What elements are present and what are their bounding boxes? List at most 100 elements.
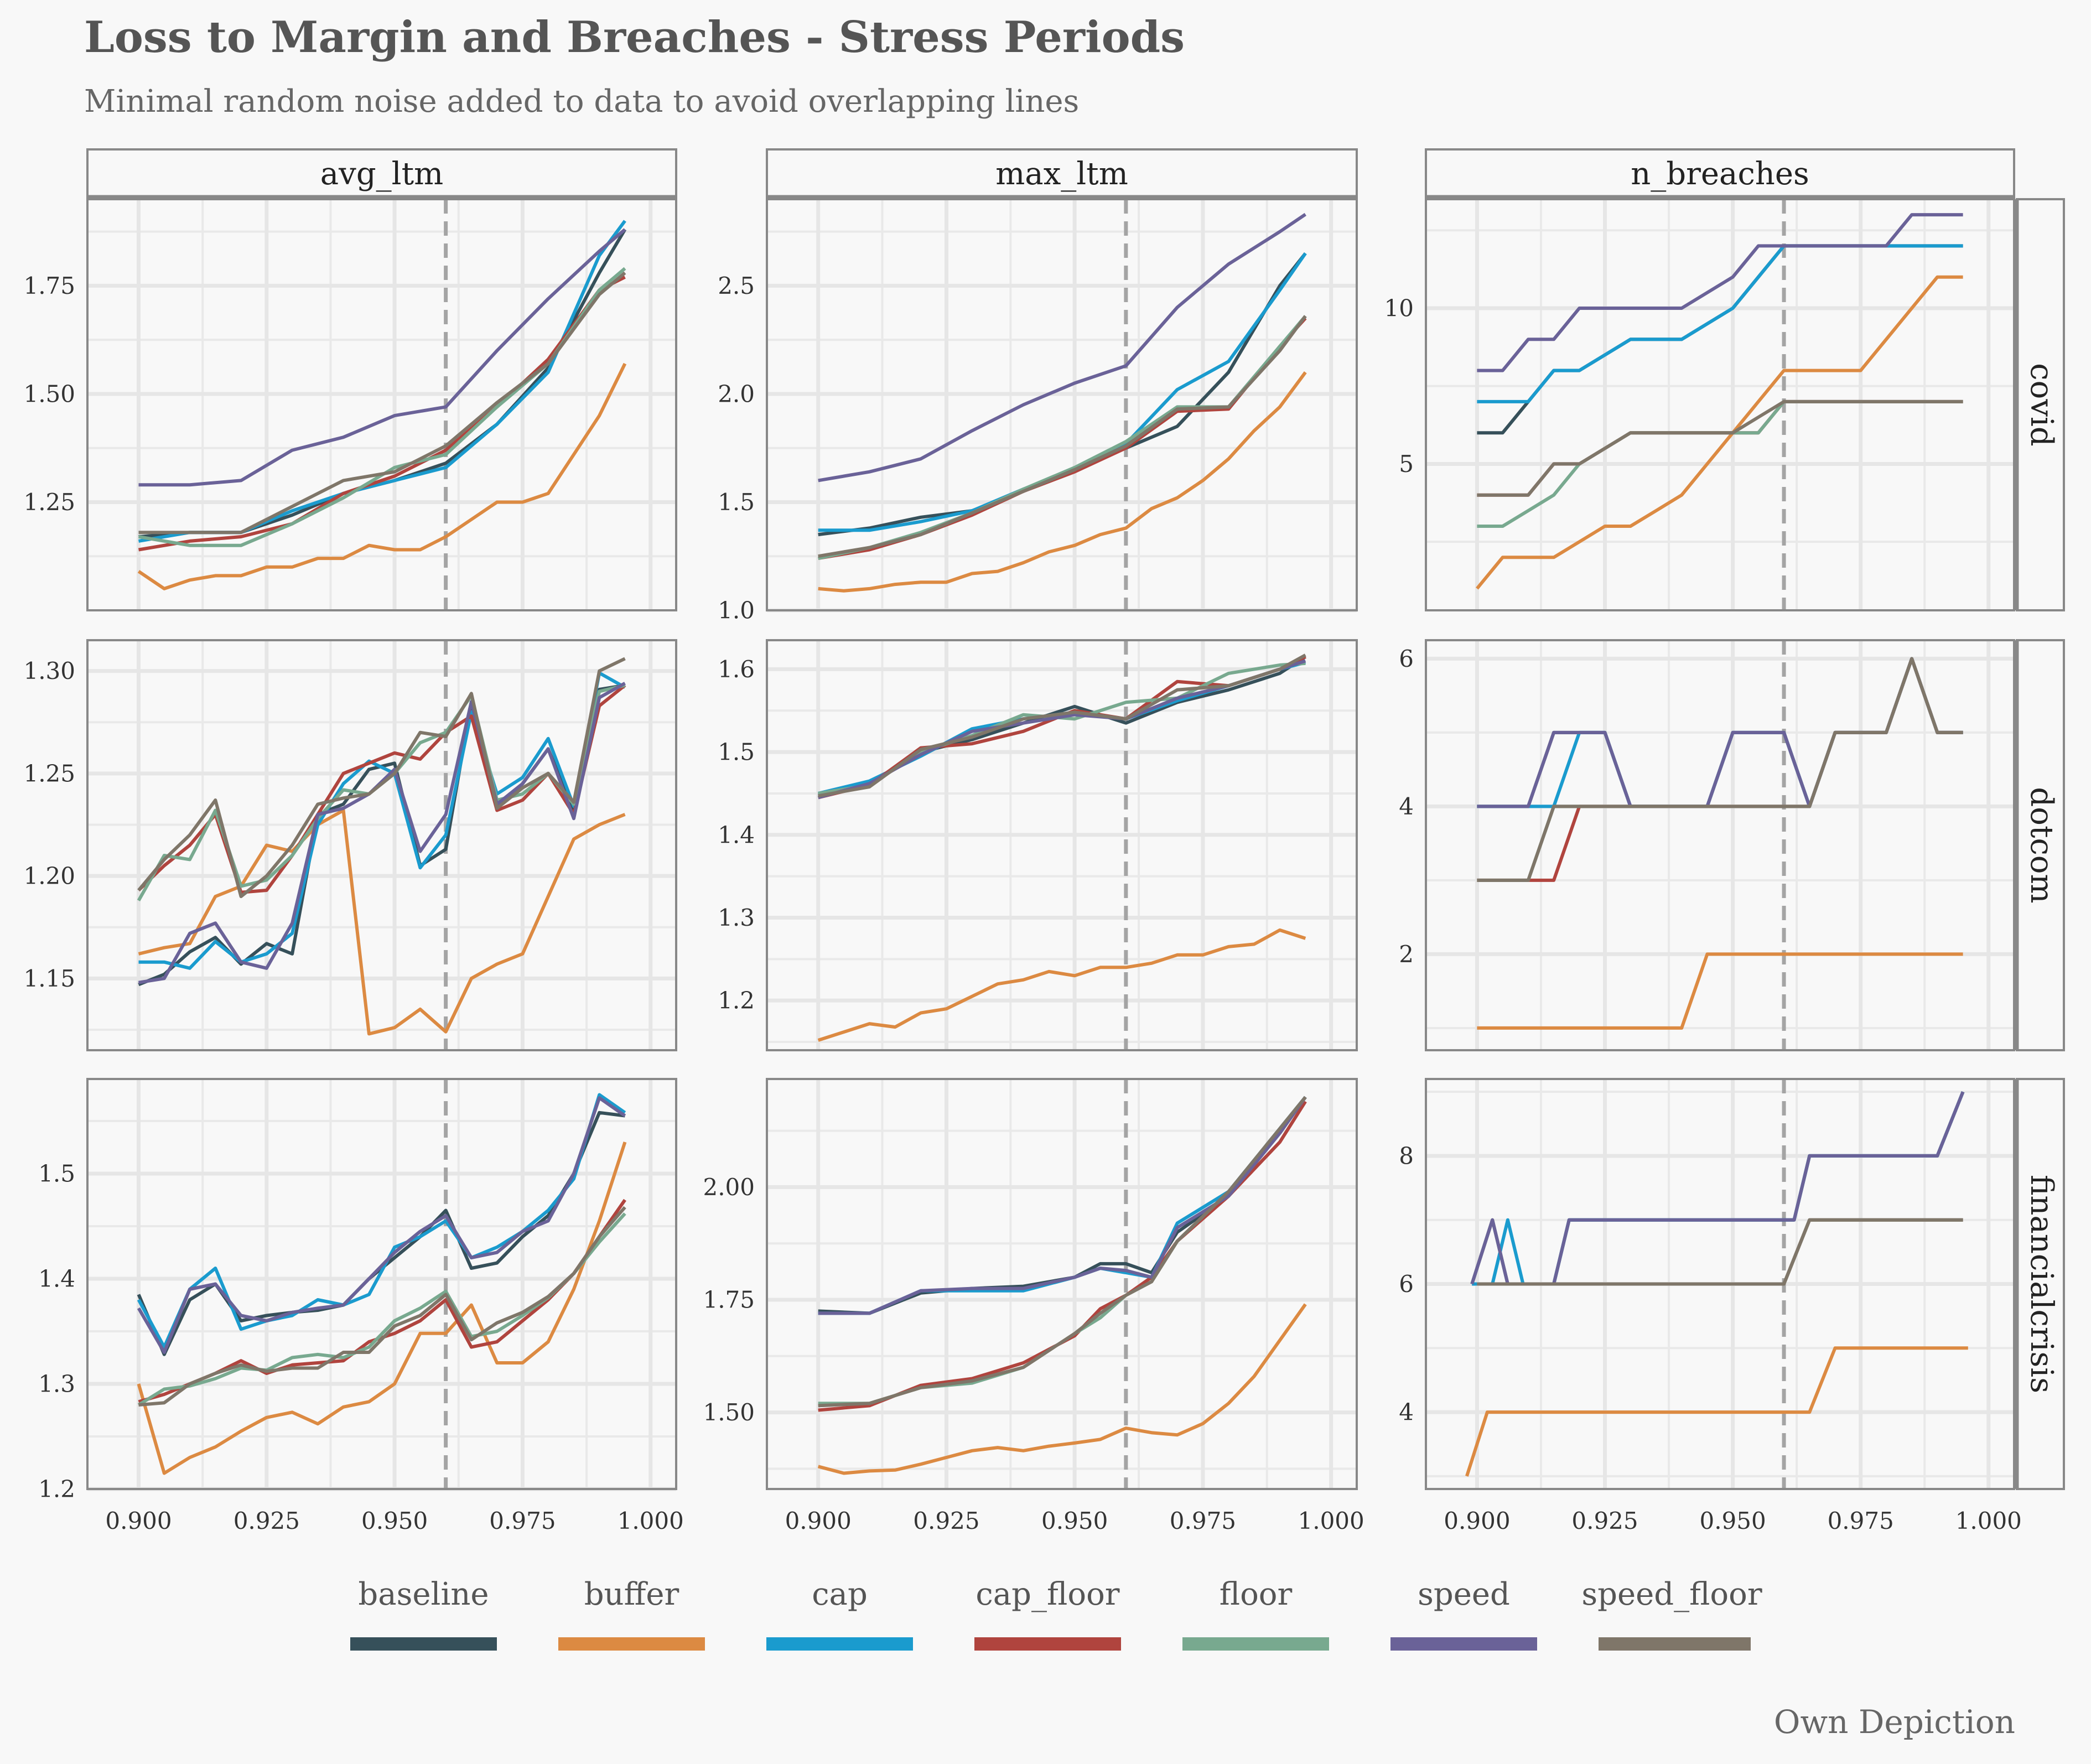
panel-avg_ltm-financialcrisis: 1.2 1.3 1.4 1.5 0.900 0.925 0.950 0.975 1.000: [38, 1078, 684, 1534]
y-tick-label: 4: [1399, 793, 1414, 820]
legend-item-baseline: baseline: [350, 1576, 497, 1651]
x-tick-label: 0.950: [1041, 1507, 1108, 1534]
x-tick-label: 0.900: [785, 1507, 852, 1534]
y-tick-label: 2: [1399, 941, 1414, 968]
x-tick-label: 0.925: [1571, 1507, 1638, 1534]
x-tick-label: 0.975: [1170, 1507, 1236, 1534]
legend-key: [1599, 1637, 1751, 1651]
y-tick-label: 1.30: [23, 657, 75, 684]
facet-strip-covid: [2016, 198, 2065, 611]
legend-label: floor: [1220, 1576, 1293, 1612]
chart-caption: Own Depiction: [1774, 1703, 2015, 1741]
y-tick-label: 1.4: [38, 1265, 75, 1293]
legend-key: [558, 1637, 705, 1651]
x-tick-label: 1.000: [1298, 1507, 1364, 1534]
legend-item-buffer: buffer: [558, 1576, 705, 1651]
legend: baseline buffer cap cap_floor floor speed spee…: [350, 1576, 1762, 1651]
facet-label-n_breaches: n_breaches: [1631, 156, 1809, 192]
series-line-speed: [818, 212, 1306, 482]
series-line-speed_floor: [818, 315, 1307, 558]
y-tick-label: 2.00: [703, 1174, 755, 1201]
y-tick-label: 1.15: [23, 965, 75, 992]
y-tick-label: 1.3: [718, 904, 755, 931]
panel-border: [86, 639, 677, 1051]
y-tick-label: 2.0: [718, 380, 755, 407]
legend-key: [350, 1637, 497, 1651]
panel-border: [766, 1078, 1358, 1490]
x-tick-label: 0.900: [105, 1507, 172, 1534]
series-line-speed_floor: [1477, 1218, 1963, 1286]
legend-item-floor: floor: [1182, 1576, 1329, 1651]
panel-border: [86, 1078, 677, 1490]
y-tick-label: 1.2: [718, 987, 755, 1014]
series-line-speed_floor: [818, 653, 1306, 798]
series-line-buffer: [1476, 275, 1963, 590]
legend-key: [974, 1637, 1121, 1651]
series-line-buffer: [137, 1142, 627, 1475]
series-line-buffer: [817, 1303, 1307, 1475]
series-line-speed_floor: [1477, 657, 1963, 882]
y-tick-label: 6: [1399, 1270, 1414, 1298]
y-tick-label: 10: [1384, 295, 1414, 322]
facet-label-dotcom: dotcom: [2023, 787, 2059, 903]
legend-item-cap_floor: cap_floor: [974, 1576, 1121, 1651]
series-line-buffer: [137, 362, 627, 590]
x-tick-label: 1.000: [618, 1507, 684, 1534]
facet-strip-n_breaches: [1425, 148, 2015, 198]
panel-avg_ltm-dotcom: 1.15 1.20 1.25 1.30: [23, 639, 677, 1051]
y-tick-label: 4: [1399, 1399, 1414, 1426]
series-line-speed_floor: [138, 271, 626, 535]
panel-max_ltm-financialcrisis: 1.50 1.75 2.00 0.900 0.925 0.950 0.975 1.000: [703, 1078, 1364, 1534]
legend-label: baseline: [358, 1576, 489, 1612]
series-line-speed_floor: [137, 657, 626, 899]
series-line-buffer: [138, 808, 626, 1036]
y-tick-label: 1.0: [718, 597, 755, 624]
panel-border: [1425, 198, 2015, 611]
facet-label-financialcrisis: financialcrisis: [2023, 1175, 2059, 1393]
y-tick-label: 1.50: [703, 1399, 755, 1426]
x-tick-label: 0.925: [234, 1507, 300, 1534]
panel-border: [766, 198, 1358, 611]
legend-label: cap_floor: [976, 1576, 1119, 1612]
y-tick-label: 1.20: [23, 863, 75, 890]
panel-max_ltm-covid: 1.0 1.5 2.0 2.5: [718, 198, 1358, 624]
legend-item-speed: speed: [1390, 1576, 1537, 1651]
y-tick-label: 1.5: [38, 1160, 75, 1187]
legend-key: [766, 1637, 913, 1651]
y-tick-label: 1.6: [718, 656, 755, 683]
chart-title: Loss to Margin and Breaches - Stress Per…: [84, 12, 1185, 63]
panel-border: [766, 639, 1358, 1051]
x-tick-label: 0.950: [1699, 1507, 1766, 1534]
y-tick-label: 1.5: [718, 739, 755, 766]
series-line-speed: [1477, 213, 1963, 372]
facet-label-covid: covid: [2023, 363, 2059, 446]
series-line-speed: [818, 1096, 1307, 1315]
y-tick-label: 5: [1399, 450, 1414, 478]
panel-n_breaches-financialcrisis: 4 6 8 0.900 0.925 0.950 0.975 1.000: [1399, 1078, 2022, 1534]
series-line-speed_floor: [1477, 400, 1963, 497]
panel-border: [1425, 639, 2015, 1051]
y-tick-label: 1.75: [703, 1286, 755, 1314]
panel-avg_ltm-covid: 1.25 1.50 1.75: [23, 198, 677, 611]
panel-max_ltm-dotcom: 1.2 1.3 1.4 1.5 1.6: [718, 639, 1358, 1051]
legend-key: [1390, 1637, 1537, 1651]
y-tick-label: 1.4: [718, 821, 755, 848]
series-line-speed: [138, 228, 626, 487]
x-tick-label: 0.975: [489, 1507, 556, 1534]
panel-border: [86, 198, 677, 611]
legend-item-speed_floor: speed_floor: [1581, 1576, 1762, 1651]
series-line-buffer: [817, 928, 1306, 1042]
panel-border: [1425, 1078, 2015, 1490]
facet-strip-avg_ltm: [86, 148, 677, 198]
series-line-buffer: [1465, 1346, 1968, 1477]
x-tick-label: 0.950: [361, 1507, 428, 1534]
series-line-speed_floor: [138, 1206, 626, 1407]
series-line-speed_floor: [818, 1096, 1307, 1408]
series-line-buffer: [1477, 952, 1963, 1030]
panel-n_breaches-covid: 5 10: [1384, 198, 2015, 611]
series-line-buffer: [818, 371, 1307, 593]
y-tick-label: 6: [1399, 645, 1414, 672]
